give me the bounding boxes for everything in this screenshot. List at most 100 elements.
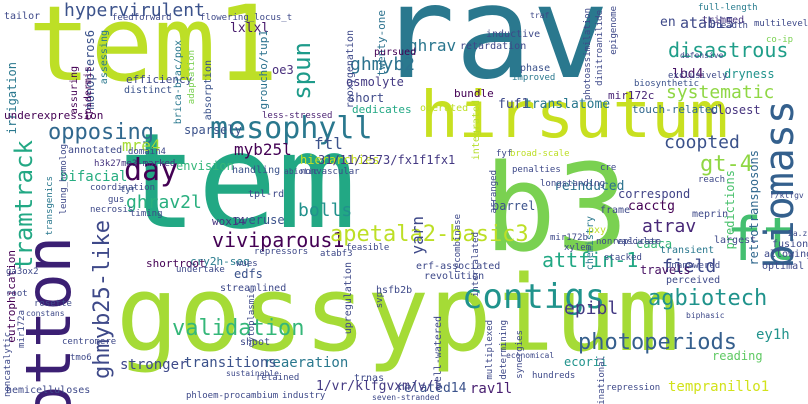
word: efficiency (126, 73, 193, 86)
word: feedforward (112, 13, 172, 23)
word: penalties (512, 165, 561, 175)
word: sustainable (226, 369, 279, 378)
word: hypervirulent (64, 0, 205, 21)
word: 1/vr/klfgvxm/v/l (316, 379, 442, 394)
word: distinct (124, 85, 173, 96)
word: reinduced (554, 179, 625, 194)
word: less-stressed (262, 111, 333, 121)
word: constans (26, 309, 65, 318)
word: longstanding (540, 179, 606, 189)
word: translatome (524, 97, 611, 112)
word: dedicates (352, 103, 412, 116)
word: trimmed (702, 15, 745, 26)
word: travels (640, 263, 691, 277)
word: fyf (496, 149, 513, 159)
word: agbiotech (648, 286, 768, 311)
word: contigs (462, 277, 606, 317)
word: coordination (90, 183, 156, 193)
word: reading (712, 349, 763, 363)
word: coopted (664, 132, 740, 153)
word: twenty-one (375, 10, 388, 77)
word: envision (176, 159, 234, 173)
word: feasible (346, 243, 390, 253)
word: opposing (48, 120, 154, 145)
word: noncatalytic (3, 332, 13, 398)
word: bolls (298, 200, 353, 221)
word: xylem (564, 243, 592, 253)
word: trnas (354, 373, 385, 384)
word: r/klfgv (770, 191, 804, 200)
word: hsfb2b (376, 285, 413, 296)
word: yarn (408, 216, 427, 255)
word: vascular (616, 237, 660, 247)
word: mesophyll (210, 111, 373, 146)
word: wox14 (212, 215, 246, 228)
word: h3k27me3-marked (94, 159, 176, 169)
word: disastrous (668, 38, 789, 62)
word: closest (710, 103, 761, 117)
word: multilevel (754, 19, 808, 29)
word: integrated (471, 100, 482, 161)
word: epidermis (83, 66, 94, 121)
word: svp (375, 292, 385, 309)
word: brica-brac/pox (173, 40, 184, 125)
word: ghmyb25-like (90, 220, 115, 379)
word: atabi5 (680, 14, 735, 32)
word: recombinational (597, 356, 607, 404)
word: full-length (698, 3, 758, 13)
word: nonreplicate (596, 237, 662, 247)
word: hierarchies (300, 153, 380, 167)
word: bifacial (60, 169, 128, 185)
word: multiplexed (485, 320, 495, 380)
word: repression (606, 383, 661, 393)
word: retained (256, 373, 300, 383)
word: ghmyb2 (350, 54, 416, 75)
word: ftl (314, 134, 343, 153)
word: assuring (69, 66, 80, 115)
word: domain4 (128, 147, 166, 157)
word: atrav (642, 216, 697, 237)
word: myb25l (234, 140, 292, 159)
word: ga3ox2 (6, 267, 39, 277)
word: upregulation (343, 262, 354, 335)
word: epibl (564, 298, 619, 319)
word: ft (726, 205, 799, 275)
word: handling (232, 165, 281, 176)
word: assessing (99, 30, 110, 85)
word: phloem-procambium (186, 391, 279, 401)
word: ghrav (408, 36, 457, 55)
word: leung_homolog (59, 144, 69, 215)
word: economical (506, 351, 555, 360)
word: tem1 (28, 0, 279, 105)
word: b3 (484, 140, 629, 279)
word: pxy (588, 225, 607, 236)
word: necrosis (90, 205, 134, 215)
word: shoot (240, 337, 271, 348)
word: irrigation (5, 62, 19, 135)
word: systematic (666, 82, 775, 103)
word: wues (236, 259, 258, 269)
word: meprin (692, 209, 729, 220)
word: retardation (460, 41, 527, 52)
word: unanswered (666, 261, 721, 271)
word: cacctg (628, 199, 675, 214)
word: dinitroanilide (595, 10, 605, 86)
word: annotated (68, 145, 123, 156)
word: cre (600, 163, 617, 173)
word: epigenome (609, 6, 619, 55)
word: dryness (724, 67, 775, 81)
word: arranged (489, 170, 499, 214)
word: operated (420, 103, 469, 114)
word: field (662, 256, 717, 277)
word: lbd4 (672, 67, 704, 82)
word: reoxygenation (345, 30, 356, 109)
word: flowering_locus_t (200, 13, 293, 23)
word: traf (530, 11, 550, 20)
word: en (660, 15, 676, 30)
word: streamlined (220, 283, 287, 294)
word: barrel (492, 199, 536, 213)
word: stacked (604, 253, 642, 263)
word: optimal (762, 261, 805, 272)
word: nonvascular (300, 167, 360, 177)
